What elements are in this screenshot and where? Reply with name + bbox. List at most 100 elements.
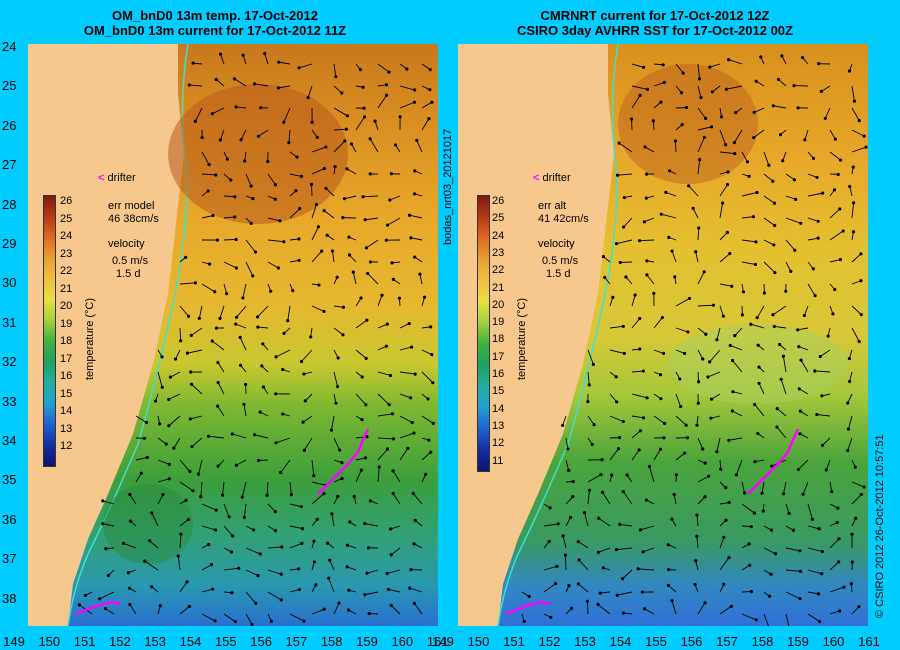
current-vector-head xyxy=(297,587,302,592)
current-vector-head xyxy=(658,447,663,451)
current-vector-head xyxy=(216,360,220,365)
current-vector-head xyxy=(365,318,369,322)
current-vector-head xyxy=(384,344,389,348)
current-vector xyxy=(234,78,247,87)
current-vector-head xyxy=(728,251,732,256)
current-vector xyxy=(851,327,860,342)
current-vector xyxy=(377,63,390,73)
current-vector-head xyxy=(179,339,183,343)
current-vector-head xyxy=(719,467,723,471)
current-vector-head xyxy=(388,373,393,378)
current-vector xyxy=(851,146,867,153)
current-vector-head xyxy=(585,599,590,603)
current-vector-head xyxy=(261,385,265,389)
current-vector-head xyxy=(216,404,220,408)
current-vector xyxy=(829,259,841,263)
current-vector xyxy=(267,546,282,549)
current-vector-head xyxy=(701,357,705,361)
current-vector-head xyxy=(798,432,802,436)
current-vector-head xyxy=(629,117,634,121)
current-vector-head xyxy=(302,619,306,623)
current-vector-head xyxy=(852,99,857,103)
current-vector-head xyxy=(793,248,797,252)
current-vector-head xyxy=(391,277,395,281)
current-vector-head xyxy=(644,196,648,200)
current-vector xyxy=(232,433,247,439)
current-vector-head xyxy=(666,543,670,547)
current-vector xyxy=(333,437,341,451)
current-vector xyxy=(223,567,239,571)
current-vector-head xyxy=(621,577,625,581)
current-vector-head xyxy=(817,62,821,66)
current-vector xyxy=(609,349,625,354)
current-vector-head xyxy=(752,136,756,140)
current-vector xyxy=(399,448,409,461)
current-vector-head xyxy=(345,565,349,569)
current-vector-head xyxy=(754,618,758,622)
current-vector xyxy=(692,208,699,219)
left-lon-tick-label: 157 xyxy=(285,634,308,649)
current-vector xyxy=(177,555,181,571)
current-vector xyxy=(616,239,633,245)
lat-tick-label: 24 xyxy=(2,39,17,54)
lat-tick-label: 26 xyxy=(2,117,17,133)
current-vector-head xyxy=(851,230,856,234)
current-vector xyxy=(201,283,215,293)
current-vector xyxy=(829,208,841,219)
current-vector xyxy=(631,318,641,329)
current-vector xyxy=(697,602,706,615)
current-vector xyxy=(289,208,301,219)
current-vector xyxy=(399,346,412,351)
current-vector xyxy=(732,360,743,373)
current-vector-head xyxy=(281,367,285,372)
current-vector xyxy=(734,129,743,143)
current-vector-head xyxy=(752,511,756,515)
current-vector xyxy=(719,184,728,197)
current-vector xyxy=(243,404,247,417)
current-vector-head xyxy=(384,93,389,97)
current-vector-head xyxy=(826,334,830,338)
current-vector-head xyxy=(618,522,622,527)
current-vector xyxy=(355,457,366,461)
left-map-panel xyxy=(28,44,438,626)
current-vector xyxy=(129,494,137,505)
lat-tick-label: 25 xyxy=(2,78,17,94)
right-colorbar-tick: 18 xyxy=(492,333,505,346)
current-vector xyxy=(399,432,415,439)
current-vector xyxy=(741,261,756,265)
current-vector-head xyxy=(363,456,368,460)
current-vector xyxy=(289,589,300,593)
current-vector xyxy=(421,371,434,383)
right-colorbar-tick: 25 xyxy=(492,212,505,225)
current-vector-head xyxy=(282,240,286,244)
current-vector xyxy=(807,569,822,575)
current-vector-head xyxy=(389,172,393,176)
current-vector xyxy=(772,305,787,316)
right-colorbar-tick: 20 xyxy=(492,298,505,311)
current-vector-head xyxy=(864,145,868,149)
current-vector-head xyxy=(695,513,699,517)
current-vector-head xyxy=(727,556,731,560)
current-vector-head xyxy=(431,381,435,385)
current-vector xyxy=(302,415,313,423)
current-vector-head xyxy=(193,119,197,123)
center-side-label: bodas_nrt03_20121017 xyxy=(442,128,454,245)
current-vector-head xyxy=(772,243,776,247)
current-vector-head xyxy=(213,290,217,294)
current-vector-head xyxy=(364,356,368,361)
current-vector-head xyxy=(636,567,640,571)
current-vector-head xyxy=(797,345,801,349)
current-vector xyxy=(609,448,619,461)
current-vector xyxy=(776,408,787,417)
current-vector-head xyxy=(322,491,326,496)
current-vector-head xyxy=(527,594,531,599)
current-vector xyxy=(697,126,712,131)
left-colorbar-tick: 23 xyxy=(60,247,73,260)
current-vector xyxy=(223,283,228,294)
current-vector-head xyxy=(385,322,389,326)
current-vector xyxy=(785,547,800,552)
current-vector-head xyxy=(297,66,301,70)
current-vector-head xyxy=(218,138,222,142)
current-vector-head xyxy=(614,242,619,246)
current-vector-head xyxy=(409,396,413,400)
